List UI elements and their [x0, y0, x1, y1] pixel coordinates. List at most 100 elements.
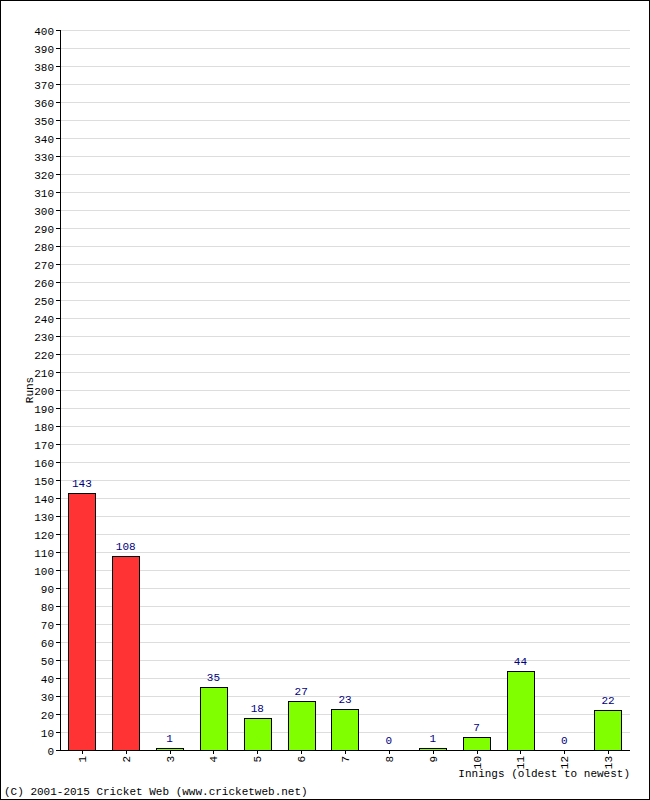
- x-tick: [213, 750, 214, 754]
- y-tick-label: 260: [34, 278, 54, 290]
- y-tick: [56, 102, 60, 103]
- y-tick: [56, 30, 60, 31]
- grid-line: [60, 462, 630, 463]
- grid-line: [60, 192, 630, 193]
- grid-line: [60, 426, 630, 427]
- data-label: 0: [386, 735, 393, 747]
- y-tick-label: 250: [34, 296, 54, 308]
- y-tick-label: 200: [34, 386, 54, 398]
- y-axis: [60, 30, 61, 750]
- y-tick: [56, 336, 60, 337]
- grid-line: [60, 570, 630, 571]
- x-tick: [301, 750, 302, 754]
- y-tick-label: 340: [34, 134, 54, 146]
- y-tick-label: 60: [41, 638, 54, 650]
- chart: 0102030405060708090100110120130140150160…: [0, 0, 650, 800]
- grid-line: [60, 102, 630, 103]
- x-tick: [345, 750, 346, 754]
- grid-line: [60, 246, 630, 247]
- grid-line: [60, 300, 630, 301]
- grid-line: [60, 84, 630, 85]
- x-tick: [170, 750, 171, 754]
- y-tick-label: 120: [34, 530, 54, 542]
- data-label: 23: [338, 694, 351, 706]
- y-tick-label: 210: [34, 368, 54, 380]
- y-tick-label: 280: [34, 242, 54, 254]
- grid-line: [60, 606, 630, 607]
- y-tick-label: 360: [34, 98, 54, 110]
- grid-line: [60, 30, 630, 31]
- data-label: 1: [166, 733, 173, 745]
- x-axis-label: Innings (oldest to newest): [458, 768, 630, 780]
- x-tick: [520, 750, 521, 754]
- grid-line: [60, 552, 630, 553]
- y-tick: [56, 408, 60, 409]
- y-tick: [56, 318, 60, 319]
- x-tick: [477, 750, 478, 754]
- data-label: 22: [601, 695, 614, 707]
- y-tick: [56, 606, 60, 607]
- y-tick: [56, 174, 60, 175]
- y-tick-label: 140: [34, 494, 54, 506]
- y-tick: [56, 48, 60, 49]
- grid-line: [60, 390, 630, 391]
- y-tick: [56, 156, 60, 157]
- x-tick: [608, 750, 609, 754]
- grid-line: [60, 588, 630, 589]
- grid-line: [60, 48, 630, 49]
- y-tick-label: 40: [41, 674, 54, 686]
- grid-line: [60, 318, 630, 319]
- y-tick: [56, 624, 60, 625]
- y-tick: [56, 588, 60, 589]
- y-tick: [56, 264, 60, 265]
- y-tick: [56, 498, 60, 499]
- y-tick-label: 10: [41, 728, 54, 740]
- y-tick-label: 170: [34, 440, 54, 452]
- y-tick-label: 100: [34, 566, 54, 578]
- y-tick: [56, 750, 60, 751]
- grid-line: [60, 210, 630, 211]
- y-tick-label: 370: [34, 80, 54, 92]
- y-tick-label: 230: [34, 332, 54, 344]
- grid-line: [60, 408, 630, 409]
- y-tick-label: 50: [41, 656, 54, 668]
- x-tick: [433, 750, 434, 754]
- y-tick-label: 180: [34, 422, 54, 434]
- y-tick-label: 330: [34, 152, 54, 164]
- y-tick: [56, 480, 60, 481]
- y-tick: [56, 138, 60, 139]
- y-tick-label: 380: [34, 62, 54, 74]
- grid-line: [60, 660, 630, 661]
- grid-line: [60, 444, 630, 445]
- grid-line: [60, 498, 630, 499]
- y-tick-label: 300: [34, 206, 54, 218]
- x-tick-label: 1: [77, 756, 89, 763]
- grid-line: [60, 156, 630, 157]
- grid-line: [60, 516, 630, 517]
- bar: [508, 672, 535, 751]
- y-tick: [56, 642, 60, 643]
- grid-line: [60, 120, 630, 121]
- data-label: 0: [561, 735, 568, 747]
- data-label: 108: [116, 541, 136, 553]
- bar: [332, 710, 359, 751]
- grid-line: [60, 174, 630, 175]
- x-tick: [82, 750, 83, 754]
- y-tick: [56, 390, 60, 391]
- y-tick-label: 240: [34, 314, 54, 326]
- data-label: 35: [207, 672, 220, 684]
- data-label: 7: [473, 722, 480, 734]
- y-tick-label: 390: [34, 44, 54, 56]
- grid-line: [60, 66, 630, 67]
- y-tick: [56, 300, 60, 301]
- y-tick-label: 20: [41, 710, 54, 722]
- y-tick: [56, 246, 60, 247]
- data-label: 27: [295, 686, 308, 698]
- y-tick: [56, 66, 60, 67]
- y-tick: [56, 552, 60, 553]
- x-tick-label: 9: [428, 756, 440, 763]
- y-tick-label: 80: [41, 602, 54, 614]
- y-tick-label: 90: [41, 584, 54, 596]
- grid-line: [60, 354, 630, 355]
- y-tick-label: 220: [34, 350, 54, 362]
